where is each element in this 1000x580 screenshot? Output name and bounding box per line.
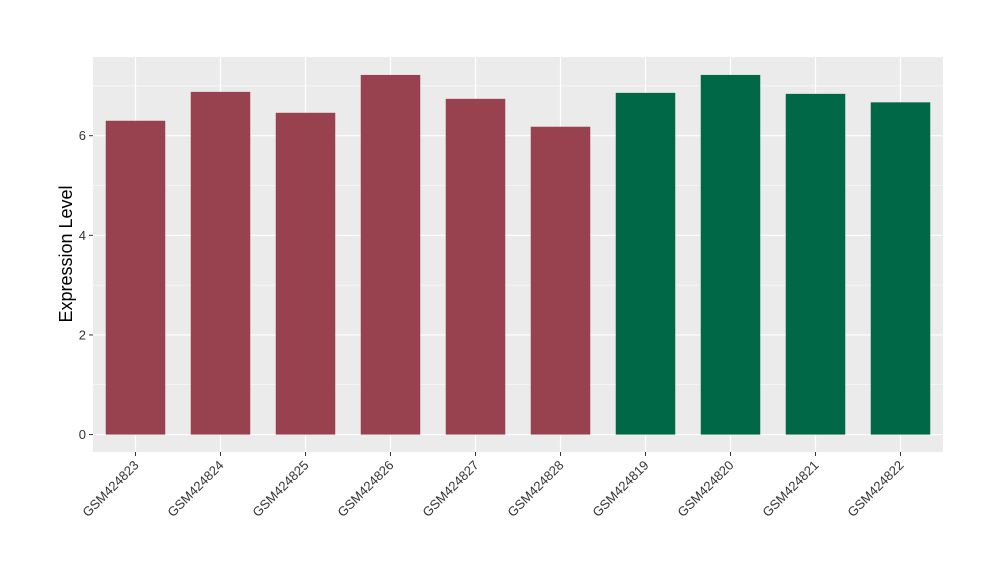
bar-GSM424825 — [275, 112, 336, 435]
y-tick-label: 0 — [79, 427, 86, 442]
bar-GSM424826 — [360, 74, 421, 435]
y-tick-label: 4 — [79, 228, 86, 243]
x-tick-label: GSM424828 — [504, 458, 566, 520]
bar-GSM424822 — [870, 102, 931, 435]
x-tick-label: GSM424823 — [79, 458, 141, 520]
y-axis-title: Expression Level — [56, 185, 76, 322]
x-tick-label: GSM424819 — [589, 458, 651, 520]
x-tick-label: GSM424820 — [674, 458, 736, 520]
bars — [105, 74, 931, 435]
x-tick-label: GSM424827 — [419, 458, 481, 520]
x-tick-label: GSM424821 — [759, 458, 821, 520]
y-tick-label: 2 — [79, 327, 86, 342]
bar-GSM424827 — [445, 98, 506, 435]
y-tick-label: 6 — [79, 128, 86, 143]
bar-GSM424819 — [615, 92, 676, 435]
x-tick-label: GSM424826 — [334, 458, 396, 520]
x-axis: GSM424823 GSM424824 GSM424825 GSM424826 GSM4… — [79, 452, 907, 520]
y-axis: 0 2 4 6 — [79, 128, 93, 442]
bar-GSM424828 — [530, 126, 591, 435]
bar-GSM424823 — [105, 120, 166, 435]
x-tick-label: GSM424825 — [249, 458, 311, 520]
x-tick-label: GSM424824 — [164, 458, 226, 520]
bar-GSM424821 — [785, 93, 846, 435]
x-tick-label: GSM424822 — [844, 458, 906, 520]
bar-GSM424824 — [190, 91, 251, 435]
bar-GSM424820 — [700, 74, 761, 435]
